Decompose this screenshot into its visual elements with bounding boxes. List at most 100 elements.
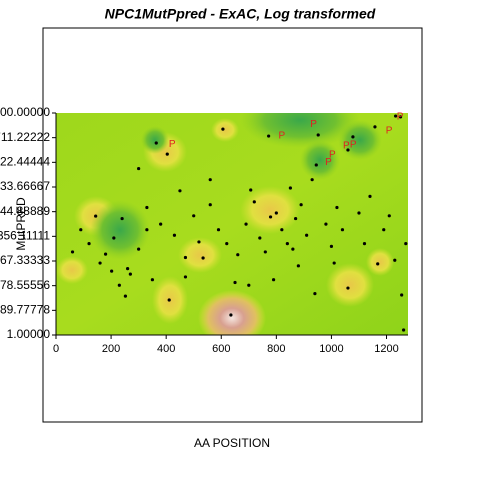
y-tick-label: 800.00000 [0,105,50,119]
x-tick-label: 800 [267,343,285,355]
y-tick-label: 1.00000 [7,327,51,341]
point [267,134,271,138]
point [404,241,408,246]
point [172,233,177,237]
point [110,269,114,273]
point [299,203,303,207]
point [208,203,212,207]
annotation: P [325,157,332,168]
point [274,211,278,215]
point [401,328,406,332]
point [324,222,328,226]
point [310,178,314,182]
point [258,236,262,240]
point [398,115,403,119]
x-tick-label: 600 [212,343,230,355]
point [183,255,188,260]
point [126,266,130,271]
point [236,253,240,257]
point [159,222,163,226]
y-tick-label: 356.11111 [0,229,50,243]
x-tick-label: 1200 [374,343,398,355]
point [280,228,284,232]
point [87,241,91,246]
point [145,228,149,232]
point [340,228,345,232]
point [112,236,116,240]
x-tick-label: 200 [102,343,120,355]
point [288,186,292,190]
point [192,214,196,218]
point [167,298,171,302]
y-tick-label: 89.77778 [0,303,50,317]
point [128,272,132,276]
y-tick-label: 533.66667 [0,179,50,193]
point [201,256,205,260]
point [296,264,300,268]
point [216,228,221,232]
point [225,241,229,246]
point [314,163,318,167]
point [165,152,169,156]
point [98,261,102,265]
point [357,211,361,215]
point [268,215,273,219]
annotation: P [397,112,404,123]
point [244,222,248,226]
x-tick-label: 0 [53,343,59,355]
y-tick-label: 622.44444 [0,155,50,169]
point [313,292,317,296]
annotation: P [350,140,357,151]
y-tick-label: 711.22222 [0,130,50,144]
point [400,293,404,297]
y-tick-label: 178.55556 [0,278,50,292]
point [103,252,108,256]
point [393,258,397,262]
point [346,148,350,152]
point [145,205,149,210]
point [329,244,334,248]
point [123,294,128,298]
x-axis-label: AA POSITION [194,436,270,450]
point [362,241,367,246]
frame [42,27,423,423]
point [221,127,225,131]
point [394,114,398,118]
point [368,194,372,198]
point [382,228,386,232]
point [351,135,355,139]
annotation: P [329,150,336,161]
y-axis-label: MutPRED [14,197,28,251]
annotation: P [386,126,393,137]
point [137,247,141,251]
point [178,189,182,193]
annotation: P [310,119,317,130]
point [208,178,212,182]
annotation: P [279,131,286,142]
x-tick-label: 400 [157,343,175,355]
point [271,278,276,282]
point [79,228,83,232]
point [346,286,350,290]
point [137,166,141,171]
chart-title: NPC1MutPpred - ExAC, Log transformed [105,6,376,22]
point [233,280,237,285]
point [373,125,377,129]
annotation: P [343,141,350,152]
heatmap [56,113,408,335]
point [183,275,188,279]
point [291,247,295,251]
point [252,200,256,204]
point [154,141,158,145]
point [150,278,155,282]
y-tick-label: 444.88889 [0,204,50,218]
point [387,214,391,218]
y-tick-label: 267.33333 [0,253,50,267]
point [70,250,75,254]
point [332,261,336,265]
annotation: P [169,139,176,150]
point [294,216,298,221]
x-tick-label: 1000 [319,343,343,355]
point [117,283,121,287]
